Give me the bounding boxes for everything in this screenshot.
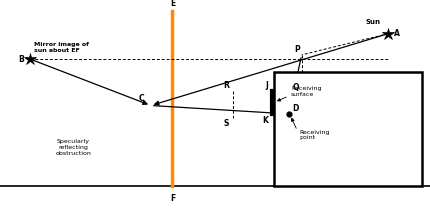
Text: sun about EF: sun about EF [34, 48, 80, 53]
Text: C: C [138, 94, 144, 103]
Text: K: K [261, 116, 267, 125]
Text: Receiving
surface: Receiving surface [290, 86, 321, 97]
Text: D: D [292, 104, 298, 113]
Text: Q: Q [292, 83, 299, 92]
Text: E: E [169, 0, 175, 8]
Text: Sun: Sun [365, 19, 379, 25]
Text: F: F [169, 194, 175, 203]
Text: A: A [393, 29, 399, 38]
Text: B: B [18, 55, 24, 64]
Text: Specularly
reflecting
obstruction: Specularly reflecting obstruction [55, 139, 91, 156]
Text: P: P [293, 45, 299, 54]
Bar [273, 72, 421, 186]
Text: Mirror image of: Mirror image of [34, 42, 89, 47]
Text: J: J [264, 81, 267, 90]
Text: S: S [224, 119, 229, 128]
Text: Receiving
point: Receiving point [299, 130, 329, 141]
Text: R: R [223, 81, 229, 90]
